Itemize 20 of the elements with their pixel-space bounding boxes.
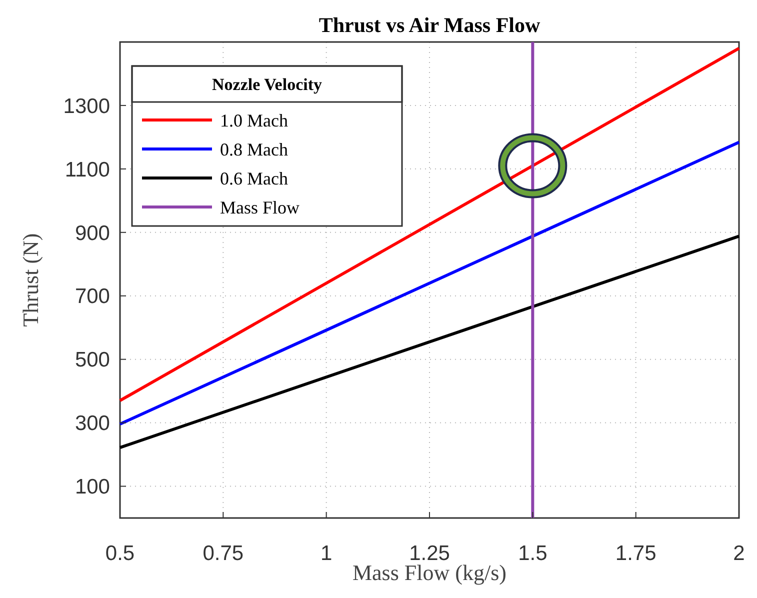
- y-tick-label: 700: [74, 285, 110, 308]
- y-tick-label: 1300: [63, 94, 110, 118]
- x-tick-label: 2: [733, 542, 745, 565]
- y-axis-title: Thrust (N): [18, 233, 43, 327]
- y-tick-label: 900: [74, 222, 110, 245]
- y-tick-label: 1100: [64, 158, 110, 182]
- legend-label: Mass Flow: [220, 197, 300, 218]
- x-tick-label: 1: [320, 542, 332, 565]
- x-tick-label: 0.75: [202, 542, 244, 565]
- x-tick-label: 1.5: [518, 542, 548, 565]
- legend-label: 1.0 Mach: [220, 110, 288, 130]
- legend-label: 0.8 Mach: [220, 139, 288, 160]
- chart-title: Thrust vs Air Mass Flow: [318, 13, 541, 37]
- x-tick-label: 0.5: [105, 542, 135, 565]
- y-tick-label: 300: [74, 412, 110, 436]
- legend-label: 0.6 Mach: [220, 168, 288, 188]
- y-tick-label: 100: [74, 476, 110, 499]
- y-tick-label: 500: [74, 348, 110, 372]
- x-tick-label: 1.75: [615, 542, 656, 565]
- legend-title: Nozzle Velocity: [212, 75, 322, 94]
